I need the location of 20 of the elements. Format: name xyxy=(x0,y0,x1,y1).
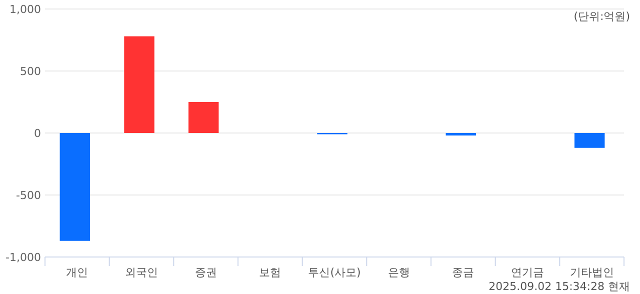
x-tick-label: 연기금 xyxy=(511,266,544,279)
bar xyxy=(188,102,219,133)
text: 2025.09.02 15:34:28 현재 xyxy=(488,280,630,293)
x-tick-label: 개인 xyxy=(66,266,88,279)
annotation: (단위:억원) xyxy=(574,10,630,23)
x-tick-label: 투신(사모) xyxy=(308,266,361,279)
x-tick-label: 보험 xyxy=(259,266,282,279)
y-tick-label: -1,000 xyxy=(6,250,41,264)
y-tick-label: 0 xyxy=(34,126,41,140)
x-tick-label: 외국인 xyxy=(125,266,158,279)
x-tick-label: 기타법인 xyxy=(570,266,614,279)
x-tick-label: 증권 xyxy=(194,266,217,279)
y-tick-label: 500 xyxy=(20,64,41,78)
bar xyxy=(574,133,605,148)
x-tick-label: 종금 xyxy=(452,266,474,279)
x-tick-label: 은행 xyxy=(388,266,410,279)
bar xyxy=(60,133,90,241)
y-tick-label: 1,000 xyxy=(10,2,41,16)
bar xyxy=(124,36,154,133)
y-tick-label: -500 xyxy=(16,188,41,202)
